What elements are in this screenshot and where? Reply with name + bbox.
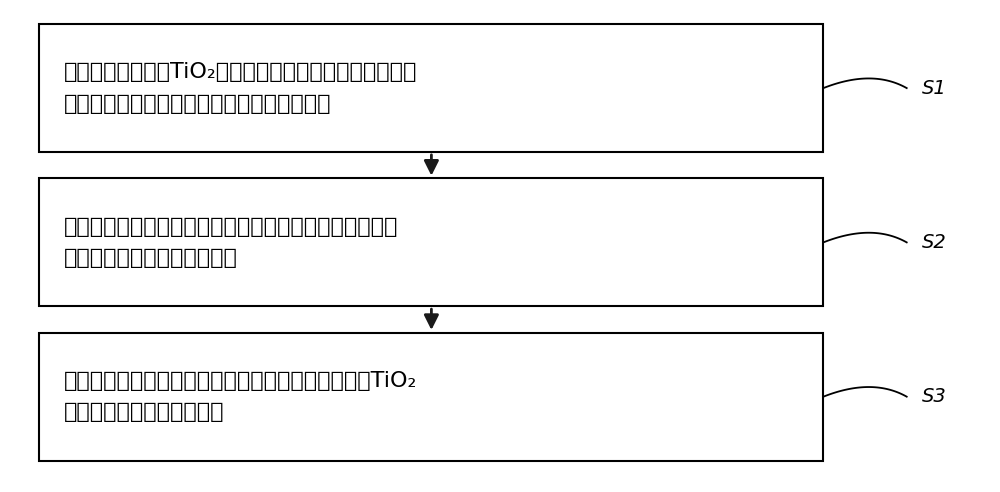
Text: 将所述固液混合物在水浴锅磁力搞拌器中连续搞拌，直至: 将所述固液混合物在水浴锅磁力搞拌器中连续搞拌，直至	[64, 216, 398, 237]
Text: 以鑂酸四丁酯作为TiO₂源，将所述鑂酸四丁酯与石墨粉混: 以鑂酸四丁酯作为TiO₂源，将所述鑂酸四丁酯与石墨粉混	[64, 62, 417, 83]
Text: 的双离子电池复合正极材料: 的双离子电池复合正极材料	[64, 402, 224, 422]
Bar	[39, 24, 823, 152]
Text: S2: S2	[921, 233, 946, 252]
Bar	[39, 333, 823, 461]
Text: 无水乙醇完全蔯发，得到样品: 无水乙醇完全蔯发，得到样品	[64, 248, 238, 268]
Text: S3: S3	[921, 387, 946, 406]
Text: S1: S1	[921, 79, 946, 97]
Text: 合均匀，并放入无水乙醇中，得到固液混合物: 合均匀，并放入无水乙醇中，得到固液混合物	[64, 94, 331, 114]
Bar	[39, 179, 823, 306]
Text: 将所述样品在惰性保护气氛下加热、保温，得到包覆TiO₂: 将所述样品在惰性保护气氛下加热、保温，得到包覆TiO₂	[64, 371, 417, 391]
